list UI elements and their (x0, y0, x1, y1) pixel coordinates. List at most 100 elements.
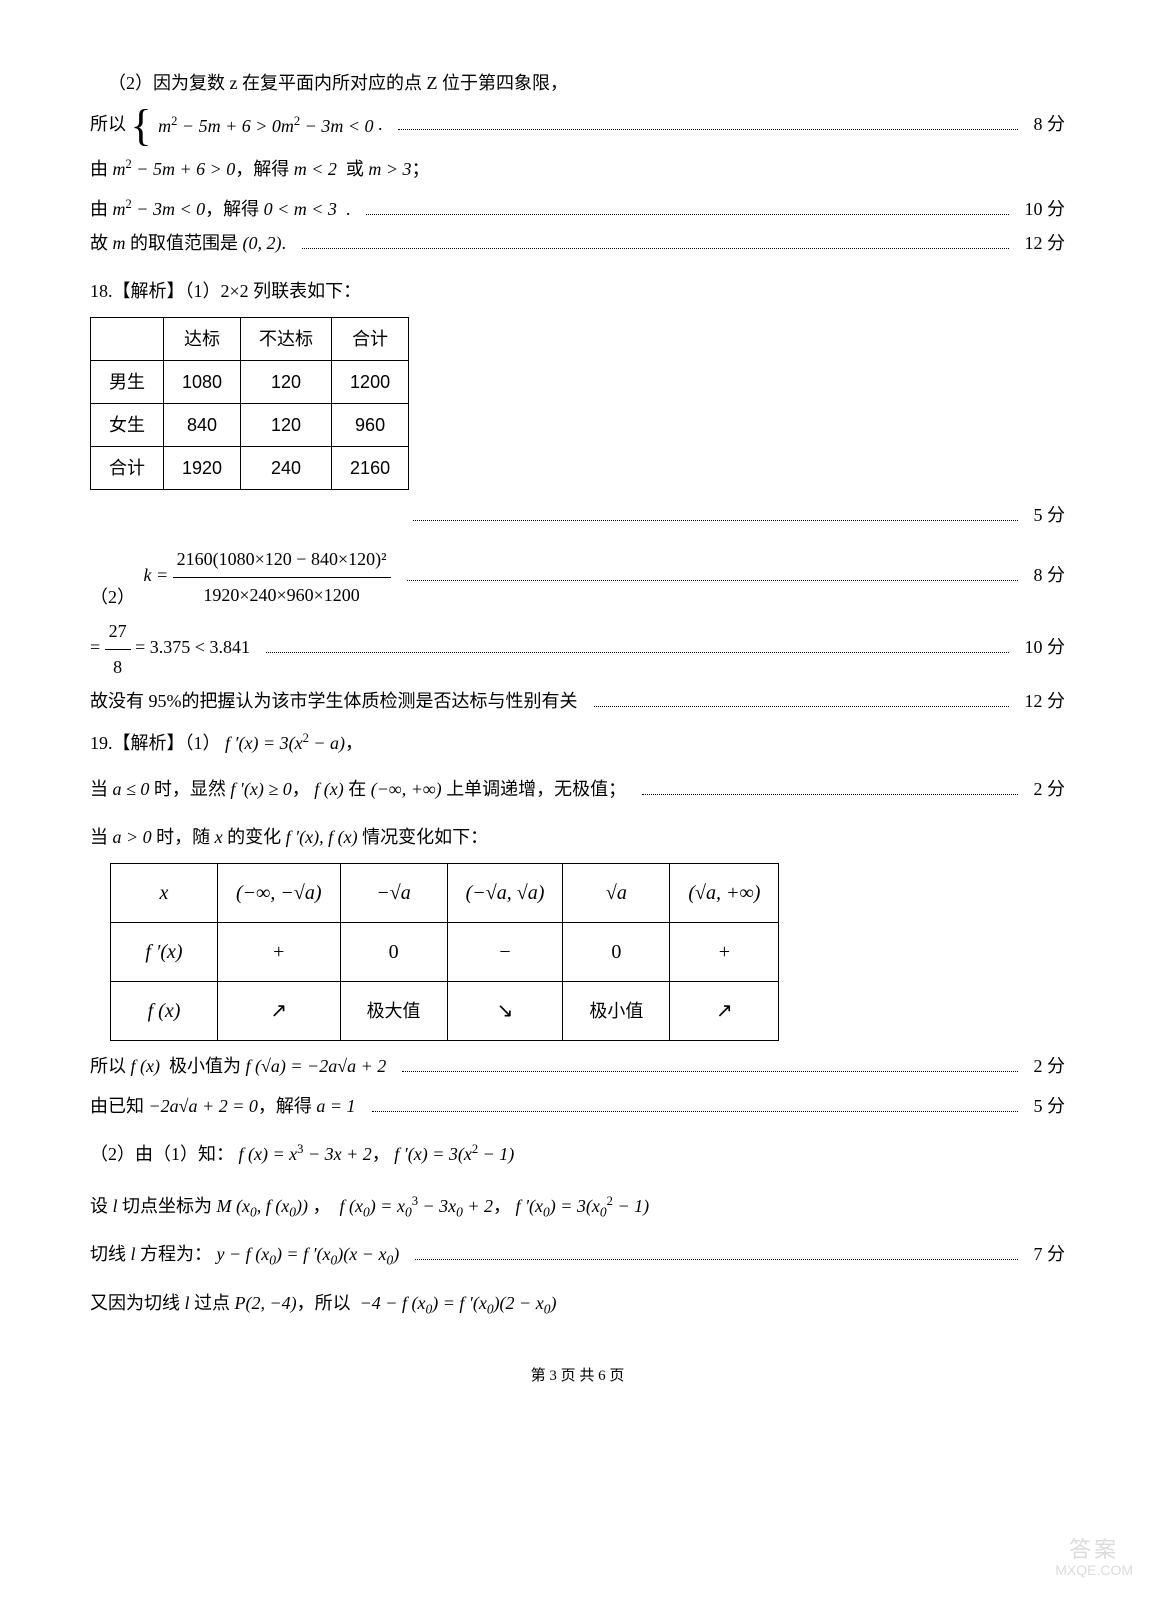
page-footer: 第 3 页 共 6 页 (90, 1362, 1065, 1391)
dot-leader (402, 1063, 1017, 1071)
q19-part2: （2）由（1）知： f (x) = x3 − 3x + 2， f ′(x) = … (90, 1137, 1065, 1171)
q19-tangent-eq: 切线 l 方程为： y − f (x0) = f ′(x0)(x − x0) 7… (90, 1237, 1065, 1273)
fraction-denominator: 1920×240×960×1200 (173, 578, 391, 612)
dot-leader (594, 699, 1009, 707)
q19-case-a-gt-0: 当 a > 0 时，随 x 的变化 f ′(x), f (x) 情况变化如下： (90, 820, 1065, 854)
q19-solve-a: 由已知 −2a√a + 2 = 0，解得 a = 1 5 分 (90, 1089, 1065, 1123)
table-cell: ↗ (218, 981, 341, 1040)
q18-score5: x 5 分 (90, 498, 1065, 532)
q17-solve-b: 由 m2 − 3m < 0，解得 0 < m < 3 . 10 分 (90, 192, 1065, 226)
table-row: f (x) ↗ 极大值 ↘ 极小值 ↗ (111, 981, 779, 1040)
calc-tail: = 3.375 < 3.841 (135, 637, 250, 657)
q18-conclusion: 故没有 95%的把握认为该市学生体质检测是否达标与性别有关 12 分 (90, 684, 1065, 718)
table-cell: 2160 (332, 447, 409, 490)
table-cell: − (447, 922, 563, 981)
table-cell: (√a, +∞) (670, 863, 779, 922)
q18-k-formula: （2） k = 2160(1080×120 − 840×120)² 1920×2… (90, 542, 1065, 614)
table-cell: 120 (241, 403, 332, 446)
score-7: 7 分 (1024, 1237, 1066, 1271)
dot-leader (642, 787, 1017, 795)
table-cell: f ′(x) (111, 922, 218, 981)
table-cell: x (111, 863, 218, 922)
dot-leader (302, 241, 1009, 249)
variation-table: x (−∞, −√a) −√a (−√a, √a) √a (√a, +∞) f … (110, 863, 779, 1041)
dot-leader (413, 513, 1018, 521)
score-8: 8 分 (1024, 558, 1066, 592)
brace-icon: { (131, 106, 152, 146)
table-row: 女生 840 120 960 (91, 403, 409, 446)
table-cell: ↗ (670, 981, 779, 1040)
table-cell: −√a (340, 863, 447, 922)
table-cell: 840 (164, 403, 241, 446)
fraction: 2160(1080×120 − 840×120)² 1920×240×960×1… (173, 542, 391, 611)
table-cell: 极小值 (563, 981, 670, 1040)
table-cell (91, 317, 164, 360)
table-cell: 1920 (164, 447, 241, 490)
table-cell: 120 (241, 360, 332, 403)
dot-leader (366, 207, 1008, 215)
table-row: f ′(x) + 0 − 0 + (111, 922, 779, 981)
fraction-numerator: 2160(1080×120 − 840×120)² (173, 542, 391, 577)
score-12: 12 分 (1015, 226, 1066, 260)
table-cell: 女生 (91, 403, 164, 446)
q19-through-P: 又因为切线 l 过点 P(2, −4)，所以 −4 − f (x0) = f ′… (90, 1286, 1065, 1322)
table-cell: + (218, 922, 341, 981)
system-brace-content: m2 − 5m + 6 > 0 m2 − 3m < 0 (158, 113, 373, 138)
table-cell: (−∞, −√a) (218, 863, 341, 922)
text-so: 所以 (90, 114, 126, 134)
dot-leader (407, 573, 1018, 581)
table-cell: 1200 (332, 360, 409, 403)
q19-min-value: 所以 f (x) 极小值为 f (√a) = −2a√a + 2 2 分 (90, 1049, 1065, 1083)
fraction-denominator: 8 (105, 650, 131, 684)
score-8: 8 分 (1024, 107, 1066, 141)
table-cell: ↘ (447, 981, 563, 1040)
dot-leader (398, 122, 1017, 130)
score-2: 2 分 (1024, 772, 1066, 806)
q19-heading: 19.【解析】（1） f ′(x) = 3(x2 − a)， (90, 726, 1065, 760)
table-cell: 达标 (164, 317, 241, 360)
dot-leader (415, 1252, 1017, 1260)
contingency-table: 达标 不达标 合计 男生 1080 120 1200 女生 840 120 96… (90, 317, 409, 491)
table-cell: (−√a, √a) (447, 863, 563, 922)
score-12: 12 分 (1015, 684, 1066, 718)
table-cell: 960 (332, 403, 409, 446)
table-cell: 合计 (332, 317, 409, 360)
table-row: 男生 1080 120 1200 (91, 360, 409, 403)
score-10: 10 分 (1015, 630, 1066, 664)
table-cell: 240 (241, 447, 332, 490)
table-cell: 合计 (91, 447, 164, 490)
part2-label: （2） (90, 580, 135, 614)
table-header-row: 达标 不达标 合计 (91, 317, 409, 360)
table-row: x (−∞, −√a) −√a (−√a, √a) √a (√a, +∞) (111, 863, 779, 922)
fraction: 27 8 (105, 614, 131, 683)
table-cell: 1080 (164, 360, 241, 403)
q18-heading: 18.【解析】（1）2×2 列联表如下： (90, 274, 1065, 308)
q18-k-calc: = 27 8 = 3.375 < 3.841 10 分 (90, 614, 1065, 683)
period: . (378, 114, 383, 134)
q17-conclusion: 故 m 的取值范围是 (0, 2). 12 分 (90, 226, 1065, 260)
score-5: 5 分 (1024, 498, 1066, 532)
table-cell: 0 (563, 922, 670, 981)
watermark: 答案 MXQE.COM (1055, 1538, 1133, 1578)
watermark-line2: MXQE.COM (1055, 1563, 1133, 1578)
q19-tangent-point: 设 l 切点坐标为 M (x0, f (x0)) ， f (x0) = x03 … (90, 1189, 1065, 1225)
q17-intro: （2）因为复数 z 在复平面内所对应的点 Z 位于第四象限， (90, 66, 1065, 100)
table-cell: 极大值 (340, 981, 447, 1040)
table-cell: + (670, 922, 779, 981)
q17-system-line: 所以 { m2 − 5m + 6 > 0 m2 − 3m < 0 . 8 分 (90, 106, 1065, 146)
fraction-numerator: 27 (105, 614, 131, 649)
table-cell: 0 (340, 922, 447, 981)
watermark-line1: 答案 (1055, 1538, 1133, 1562)
dot-leader (372, 1104, 1018, 1112)
table-cell: √a (563, 863, 670, 922)
score-2: 2 分 (1024, 1049, 1066, 1083)
q19-case-a-leq-0: 当 a ≤ 0 时，显然 f ′(x) ≥ 0， f (x) 在 (−∞, +∞… (90, 772, 1065, 806)
score-10: 10 分 (1015, 192, 1066, 226)
table-cell: 男生 (91, 360, 164, 403)
table-cell: 不达标 (241, 317, 332, 360)
table-row: 合计 1920 240 2160 (91, 447, 409, 490)
score-5: 5 分 (1024, 1089, 1066, 1123)
q17-solve-a: 由 m2 − 5m + 6 > 0，解得 m < 2 或 m > 3； (90, 152, 1065, 186)
dot-leader (266, 645, 1009, 653)
table-cell: f (x) (111, 981, 218, 1040)
